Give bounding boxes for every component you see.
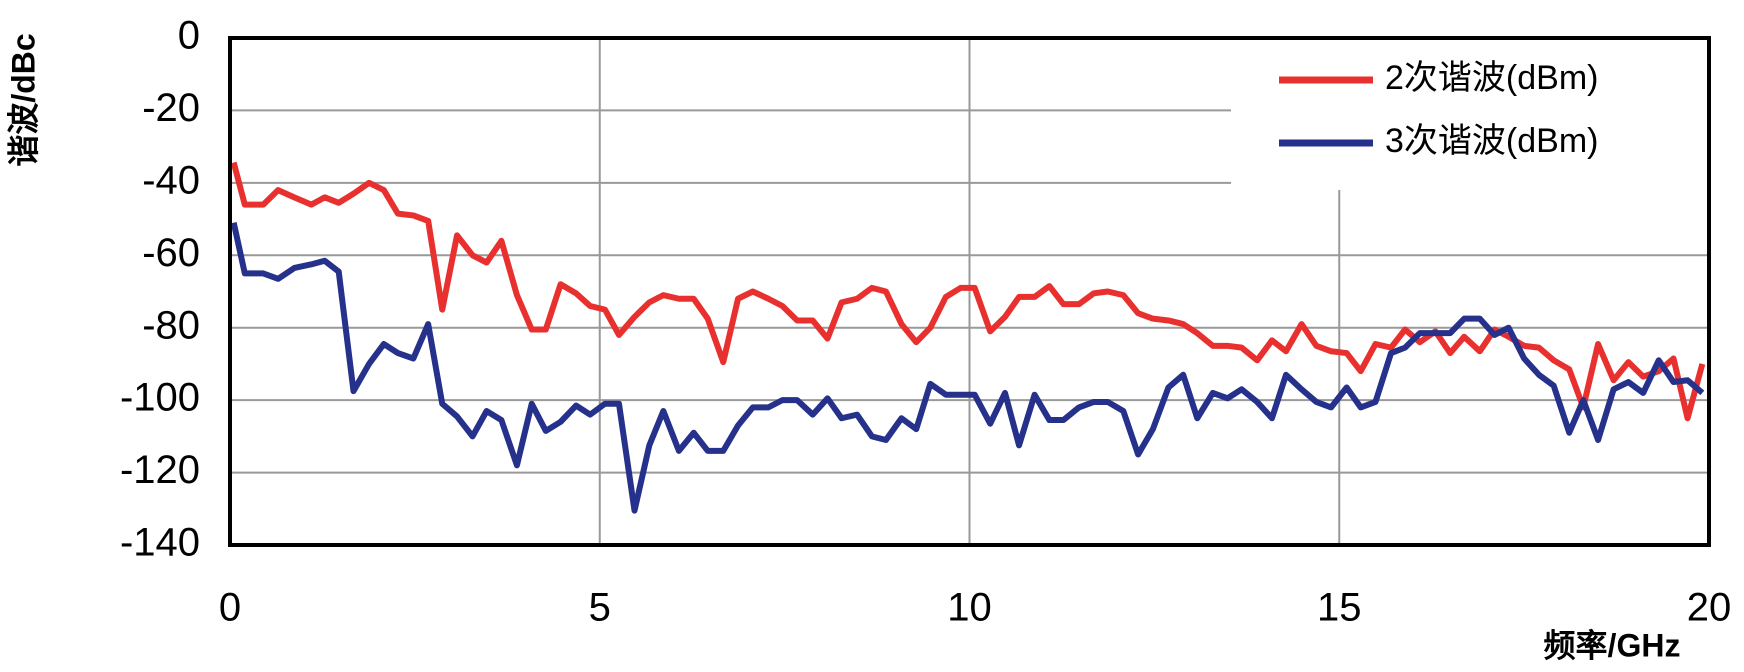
x-axis-label: 频率/GHz [1544, 627, 1681, 663]
legend-box [1231, 40, 1707, 190]
plot-frame [228, 36, 1711, 547]
y-tick-label: -80 [142, 303, 200, 347]
x-tick-label: 15 [1317, 586, 1362, 630]
y-axis-label: 谐波/dBc [5, 33, 41, 166]
y-tick-label: -60 [142, 231, 200, 275]
x-tick-label: 10 [947, 586, 992, 630]
y-tick-label: -120 [120, 448, 200, 492]
y-tick-label: 0 [178, 14, 200, 58]
x-tick-label: 20 [1687, 586, 1732, 630]
y-tick-label: -140 [120, 521, 200, 565]
legend-label: 3次谐波(dBm) [1385, 122, 1598, 160]
y-tick-label: -100 [120, 376, 200, 420]
x-tick-label: 0 [219, 586, 241, 630]
y-tick-label: -40 [142, 158, 200, 202]
series-line [230, 161, 1706, 422]
x-tick-label: 5 [589, 586, 611, 630]
legend-label: 2次谐波(dBm) [1385, 59, 1598, 97]
series-line [230, 222, 1705, 514]
y-tick-label: -20 [142, 86, 200, 130]
